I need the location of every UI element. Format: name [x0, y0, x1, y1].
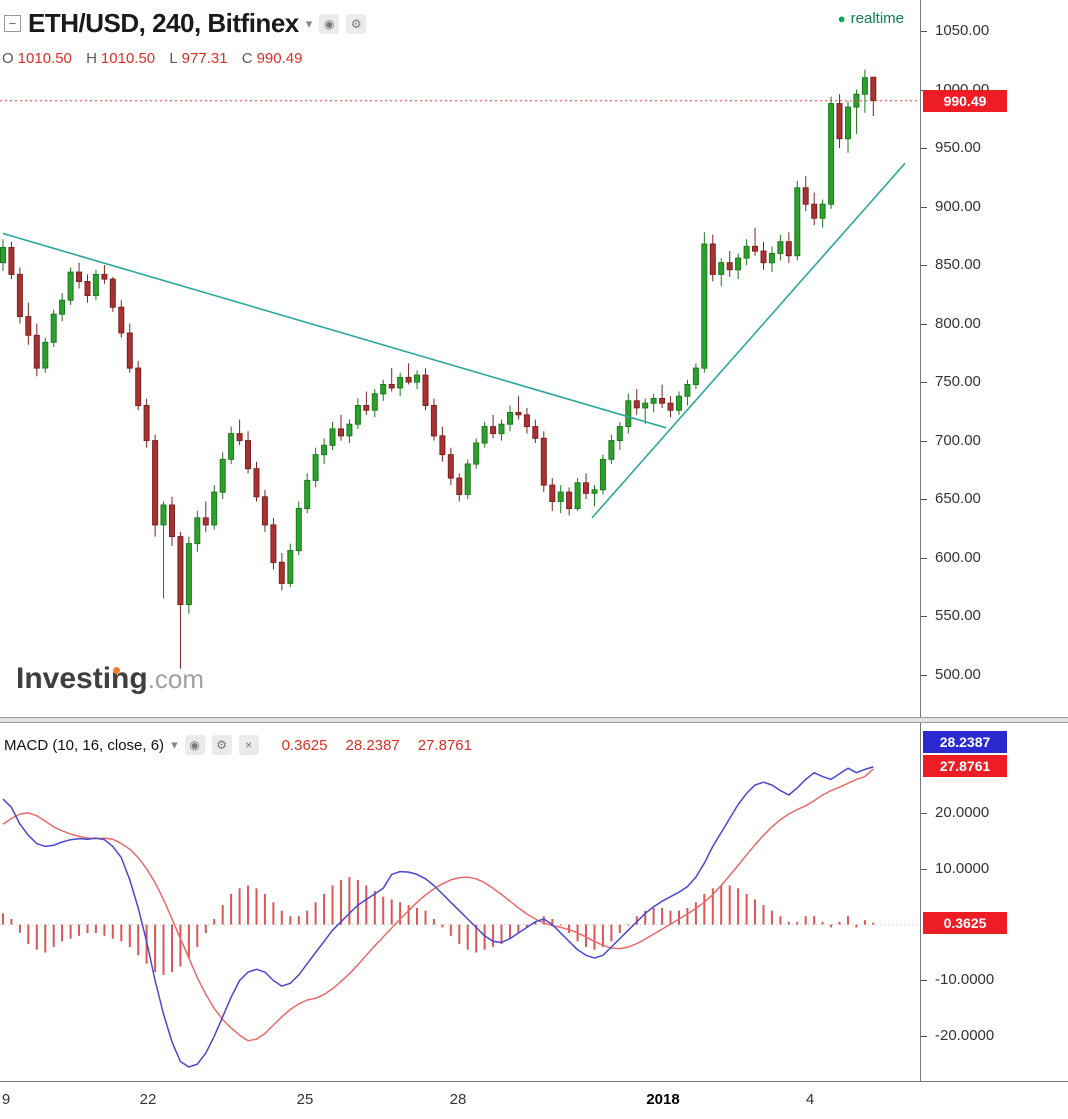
axis-tick: 1050.00	[921, 22, 1068, 40]
axis-tick: -10.0000	[921, 971, 1068, 989]
low-label: L	[169, 50, 178, 67]
time-axis-label: 25	[296, 1091, 314, 1108]
macd-line-value: 28.2387	[345, 736, 400, 754]
macd-histogram-badge: 0.3625	[923, 912, 1007, 934]
macd-title: MACD (10, 16, close, 6)	[4, 736, 165, 754]
watermark-orange-dot	[113, 667, 120, 674]
realtime-dot-icon: ●	[837, 11, 846, 26]
visibility-toggle-button[interactable]: ◉	[319, 13, 340, 34]
axis-tick: 950.00	[921, 139, 1068, 157]
ohlc-row: O 1010.50 H 1010.50 L 977.31 C 990.49	[2, 50, 312, 67]
axis-tick: 20.0000	[921, 804, 1068, 822]
macd-pane[interactable]: MACD (10, 16, close, 6) ▾ ◉ ⚙ × 0.3625 2…	[0, 723, 920, 1081]
axis-tick: -20.0000	[921, 1027, 1068, 1045]
chevron-down-icon[interactable]: ▾	[305, 15, 313, 31]
investing-watermark: Investing.com	[16, 662, 204, 696]
time-axis-label: 4	[805, 1091, 815, 1108]
macd-signal-value: 27.8761	[417, 736, 472, 754]
close-value: 990.49	[256, 50, 303, 67]
gear-icon: ⚙	[350, 16, 362, 31]
axis-tick: 700.00	[921, 432, 1068, 450]
chart-header: − ETH/USD, 240, Bitfinex ▾ ◉ ⚙	[4, 8, 367, 39]
price-axis-ticks: 1050.001000.00950.00900.00850.00800.0075…	[921, 0, 1068, 718]
close-icon: ×	[245, 738, 253, 752]
time-axis-label: 9	[1, 1091, 11, 1108]
macd-values: 0.3625 28.2387 27.8761	[282, 737, 472, 754]
time-axis-label: 22	[139, 1091, 157, 1108]
realtime-label: realtime	[850, 10, 904, 27]
watermark-suffix: .com	[147, 664, 205, 694]
open-label: O	[2, 50, 14, 67]
axis-tick: 650.00	[921, 490, 1068, 508]
eye-icon: ◉	[189, 738, 200, 752]
high-label: H	[86, 50, 97, 67]
macd-histogram-value: 0.3625	[281, 736, 328, 754]
pane-divider[interactable]	[0, 717, 1068, 723]
price-pane[interactable]: − ETH/USD, 240, Bitfinex ▾ ◉ ⚙ O 1010.50 …	[0, 0, 920, 718]
gear-icon: ⚙	[216, 738, 227, 752]
settings-button[interactable]: ⚙	[211, 735, 232, 755]
macd-line-badge: 28.2387	[923, 731, 1007, 753]
chevron-down-icon[interactable]: ▾	[171, 737, 178, 752]
macd-header: MACD (10, 16, close, 6) ▾ ◉ ⚙ × 0.3625 2…	[4, 735, 472, 755]
axis-tick: 900.00	[921, 198, 1068, 216]
macd-axis-ticks: 20.0000 10.0000 -10.0000 -20.0000	[921, 723, 1068, 1081]
low-value: 977.31	[181, 50, 228, 67]
last-price-badge: 990.49	[923, 90, 1007, 112]
axis-tick: 750.00	[921, 373, 1068, 391]
axis-tick: 550.00	[921, 607, 1068, 625]
macd-signal-badge: 27.8761	[923, 755, 1007, 777]
time-axis[interactable]: 9 22 25 28 2018 4	[0, 1081, 1068, 1119]
close-label: C	[241, 50, 253, 67]
axis-tick: 800.00	[921, 315, 1068, 333]
symbol-title: ETH/USD, 240, Bitfinex	[28, 8, 299, 38]
price-axis[interactable]: 1050.001000.00950.00900.00850.00800.0075…	[920, 0, 1068, 1081]
settings-button[interactable]: ⚙	[346, 13, 367, 34]
candlestick-chart[interactable]	[0, 0, 920, 718]
time-axis-labels: 9 22 25 28 2018 4	[0, 1082, 1068, 1119]
axis-tick: 850.00	[921, 256, 1068, 274]
time-axis-label: 2018	[646, 1091, 680, 1108]
axis-tick: 600.00	[921, 549, 1068, 567]
realtime-indicator: ● realtime	[838, 10, 904, 27]
axis-tick: 10.0000	[921, 860, 1068, 878]
collapse-pane-button[interactable]: −	[4, 15, 21, 32]
axis-tick: 500.00	[921, 666, 1068, 684]
high-value: 1010.50	[100, 50, 156, 67]
macd-chart[interactable]	[0, 723, 920, 1081]
eye-icon: ◉	[324, 16, 335, 31]
time-axis-label: 28	[449, 1091, 467, 1108]
open-value: 1010.50	[17, 50, 72, 67]
visibility-toggle-button[interactable]: ◉	[184, 735, 205, 755]
remove-indicator-button[interactable]: ×	[238, 735, 259, 755]
watermark-text: Investing	[16, 662, 148, 695]
